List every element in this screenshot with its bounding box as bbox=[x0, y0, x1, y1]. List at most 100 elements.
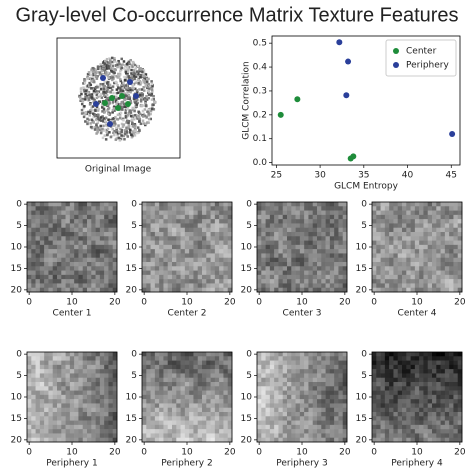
texture-pixel bbox=[393, 377, 399, 383]
texture-pixel bbox=[325, 279, 331, 284]
texture-pixel bbox=[69, 399, 75, 404]
texture-pixel bbox=[389, 420, 394, 426]
texture-pixel bbox=[144, 101, 147, 105]
texture-pixel bbox=[334, 266, 339, 271]
texture-pixel bbox=[146, 437, 151, 443]
texture-pixel bbox=[419, 253, 424, 259]
texture-pixel bbox=[334, 253, 339, 259]
texture-pixel bbox=[112, 262, 118, 267]
texture-pixel bbox=[257, 240, 262, 246]
texture-pixel bbox=[89, 111, 92, 115]
texture-pixel bbox=[142, 214, 147, 220]
texture-pixel bbox=[389, 416, 394, 421]
texture-pixel bbox=[325, 403, 331, 409]
texture-pixel bbox=[376, 262, 381, 267]
texture-pixel bbox=[312, 249, 318, 254]
texture-pixel bbox=[48, 279, 54, 284]
texture-pixel bbox=[308, 223, 314, 229]
texture-pixel bbox=[299, 386, 305, 391]
texture-pixel bbox=[389, 274, 394, 280]
texture-pixel bbox=[380, 274, 386, 280]
texture-pixel bbox=[145, 82, 149, 85]
texture-pixel bbox=[133, 87, 137, 91]
texture-pixel bbox=[325, 360, 331, 366]
texture-pixel bbox=[449, 279, 454, 284]
texture-pixel bbox=[184, 249, 190, 254]
texture-pixel bbox=[389, 262, 394, 267]
texture-pixel bbox=[142, 227, 147, 233]
texture-pixel bbox=[414, 227, 420, 233]
texture-pixel bbox=[137, 74, 141, 77]
texture-pixel bbox=[219, 386, 224, 391]
texture-pixel bbox=[127, 96, 130, 99]
texture-pixel bbox=[274, 394, 279, 400]
texture-pixel bbox=[78, 412, 84, 417]
texture-pixel bbox=[52, 253, 58, 259]
texture-pixel bbox=[193, 399, 199, 404]
texture-pixel bbox=[95, 123, 98, 126]
texture-pixel bbox=[141, 70, 144, 74]
texture-pixel bbox=[389, 369, 394, 374]
texture-pixel bbox=[202, 232, 207, 237]
texture-pixel bbox=[189, 210, 194, 216]
texture-pixel bbox=[147, 93, 151, 96]
texture-pixel bbox=[278, 352, 284, 357]
texture-pixel bbox=[95, 266, 101, 271]
texture-pixel bbox=[304, 356, 309, 361]
center-dot bbox=[102, 100, 108, 106]
texture-pixel bbox=[449, 257, 454, 263]
texture-pixel bbox=[410, 424, 416, 430]
texture-pixel bbox=[304, 437, 309, 443]
texture-pixel bbox=[115, 102, 118, 105]
texture-pixel bbox=[176, 253, 181, 259]
texture-pixel bbox=[274, 274, 279, 280]
texture-pixel bbox=[423, 364, 429, 370]
texture-pixel bbox=[261, 223, 266, 229]
texture-pixel bbox=[410, 360, 416, 366]
texture-pixel bbox=[57, 377, 62, 383]
texture-pixel bbox=[167, 364, 173, 370]
texture-pixel bbox=[317, 360, 322, 366]
texture-pixel bbox=[92, 73, 95, 76]
texture-pixel bbox=[154, 227, 160, 233]
texture-pixel bbox=[436, 206, 441, 211]
texture-pixel bbox=[321, 403, 326, 409]
texture-pixel bbox=[87, 214, 92, 220]
texture-pixel bbox=[329, 382, 335, 387]
texture-pixel bbox=[87, 236, 92, 241]
texture-pixel bbox=[432, 364, 437, 370]
texture-pixel bbox=[457, 382, 463, 387]
texture-pixel bbox=[104, 369, 109, 374]
texture-pixel bbox=[150, 412, 156, 417]
texture-pixel bbox=[193, 360, 199, 366]
texture-pixel bbox=[317, 399, 322, 404]
texture-pixel bbox=[206, 214, 211, 220]
texture-pixel bbox=[108, 403, 114, 409]
texture-pixel bbox=[317, 407, 322, 413]
texture-pixel bbox=[142, 364, 147, 370]
texture-pixel bbox=[82, 403, 88, 409]
texture-pixel bbox=[57, 412, 62, 417]
texture-pixel bbox=[82, 382, 88, 387]
texture-pixel bbox=[265, 283, 271, 289]
texture-pixel bbox=[269, 360, 275, 366]
texture-pixel bbox=[423, 283, 429, 289]
texture-pixel bbox=[414, 287, 420, 293]
texture-pixel bbox=[227, 257, 233, 263]
texture-pixel bbox=[167, 352, 173, 357]
texture-pixel bbox=[69, 240, 75, 246]
texture-pixel bbox=[61, 287, 66, 293]
texture-pixel bbox=[432, 360, 437, 366]
texture-pixel bbox=[380, 429, 386, 434]
texture-pixel bbox=[214, 382, 220, 387]
texture-pixel bbox=[146, 412, 151, 417]
texture-pixel bbox=[274, 270, 279, 276]
texture-pixel bbox=[423, 266, 429, 271]
texture-pixel bbox=[449, 369, 454, 374]
texture-pixel bbox=[159, 202, 164, 207]
texture-pixel bbox=[402, 364, 407, 370]
texture-pixel bbox=[406, 394, 411, 400]
texture-pixel bbox=[206, 424, 211, 430]
texture-pixel bbox=[39, 219, 45, 224]
texture-pixel bbox=[111, 60, 114, 64]
